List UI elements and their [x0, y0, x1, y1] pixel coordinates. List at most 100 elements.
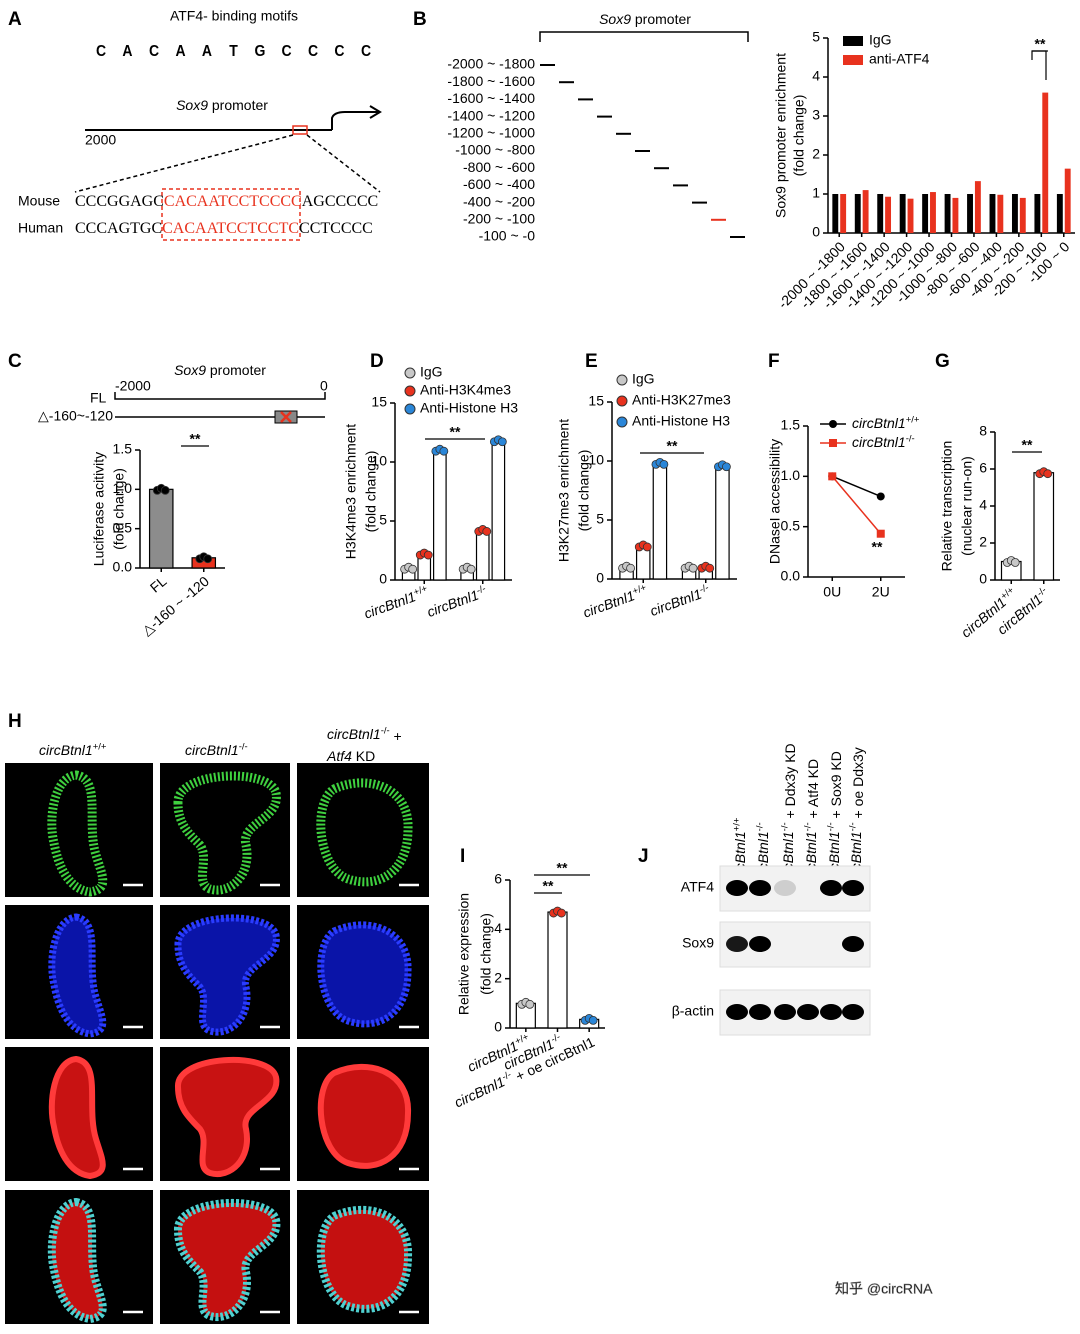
bar	[715, 465, 730, 580]
bar	[840, 194, 847, 233]
seq-right: AGCCCCC	[302, 193, 378, 210]
band	[774, 880, 796, 896]
y-tick-label: 1.0	[781, 467, 801, 483]
x-tick-label: 2U	[872, 584, 890, 600]
bar	[547, 911, 568, 1029]
y-tick-label: 0	[379, 571, 387, 587]
line	[831, 475, 882, 498]
column-header-sup: -/-	[239, 741, 248, 752]
x-tick-label-sup: -/-	[698, 582, 710, 595]
band	[842, 936, 864, 952]
x-tick-label-sup: +/+	[631, 582, 648, 597]
motif-letter: C	[281, 42, 291, 60]
lane-label-rest: + oe Ddx3y	[850, 747, 866, 822]
legend-label: IgG	[420, 364, 443, 380]
lane-label-sup: -/-	[802, 822, 813, 831]
bar	[877, 194, 884, 233]
construct-label: FL	[90, 390, 107, 406]
sequence: CCCAGTGCCACAATCCTCCTCCCTCCCC	[75, 220, 373, 237]
y-tick-label: 3	[812, 107, 820, 123]
lane-label-sup: -/-	[847, 822, 858, 831]
data-point	[588, 1015, 598, 1025]
band	[820, 1004, 842, 1020]
y-tick-label: 0.0	[781, 568, 801, 584]
y-tick-label: 0	[596, 570, 604, 586]
motif-letter: C	[96, 42, 106, 60]
y-axis-label: (fold change)	[478, 913, 494, 995]
legend-label: Anti-H3K27me3	[632, 392, 731, 408]
data-point	[439, 446, 449, 456]
zoom-line	[306, 134, 381, 193]
motif-letter: A	[122, 42, 132, 60]
data-point	[688, 563, 698, 573]
y-axis-label: Luciferase acitivity	[91, 452, 107, 566]
zoom-line	[74, 134, 294, 193]
sequence: CCCGGAGCCACAATCCTCCCCAGCCCCC	[75, 193, 378, 210]
band	[820, 880, 842, 896]
bar	[862, 190, 869, 233]
motif-letter: C	[149, 42, 159, 60]
construct-label: △-160~-120	[38, 408, 113, 424]
tissue	[174, 914, 280, 1036]
position-label: -2000	[115, 378, 151, 394]
legend-label: IgG	[869, 32, 892, 48]
panel-label: H	[8, 711, 22, 732]
seq-left: CCCAGTGC	[75, 220, 162, 237]
seq-right: CCTCCCC	[299, 220, 373, 237]
band	[797, 1004, 819, 1020]
tissue	[317, 1063, 412, 1169]
column-header-sup: +/+	[93, 741, 107, 752]
motif-letter: G	[255, 42, 266, 60]
data-point	[466, 564, 476, 574]
y-tick-label: 1.5	[113, 441, 133, 457]
data-point	[160, 485, 170, 495]
promoter-bracket	[539, 31, 749, 42]
y-tick-label: 15	[588, 393, 604, 409]
bar	[1033, 472, 1055, 581]
y-tick-label: 2	[494, 969, 502, 985]
x-tick-label-sup: -/-	[549, 1031, 562, 1045]
legend-label: anti-ATF4	[869, 51, 930, 67]
y-axis-label: H3K27me3 enrichment	[556, 419, 572, 562]
bar	[1064, 168, 1071, 233]
lane-label: circBtnl1-/- + Sox9 KD	[825, 751, 843, 885]
y-tick-label: 1.5	[781, 417, 801, 433]
legend-swatch	[616, 395, 628, 407]
promoter-label-gene: Sox9	[176, 97, 208, 113]
bar	[922, 194, 929, 233]
data-point	[557, 908, 566, 918]
y-tick-label: 4	[979, 497, 987, 513]
species-label: Mouse	[18, 193, 60, 209]
bar	[491, 440, 506, 581]
legend-swatch	[616, 416, 628, 428]
blot-label: β-actin	[672, 1003, 714, 1019]
y-tick-label: 1	[812, 185, 820, 201]
data-point	[722, 462, 731, 472]
data-point	[659, 459, 669, 469]
column-header: circBtnl1-/-	[185, 741, 248, 757]
marker	[876, 492, 885, 501]
band	[842, 1004, 864, 1020]
promoter-label-rest: promoter	[208, 97, 268, 113]
y-tick-label: 4	[494, 920, 502, 936]
fragment-label: -600 ~ -400	[463, 176, 535, 192]
site-box	[161, 188, 301, 241]
tissue	[48, 913, 107, 1038]
fragment-label: -1800 ~ -1600	[447, 73, 535, 89]
promoter-label: Sox9 promoter	[174, 362, 266, 378]
data-point	[525, 999, 535, 1009]
legend-label-sup: -/-	[906, 433, 915, 444]
y-tick-label: 0	[812, 224, 820, 240]
tissue	[317, 921, 412, 1028]
fl-line	[114, 392, 326, 400]
promoter-label-gene: Sox9	[599, 11, 631, 27]
bar	[1011, 194, 1018, 233]
lane-label-rest: + Sox9 KD	[828, 751, 844, 822]
significance: **	[190, 431, 201, 447]
legend-swatch	[404, 385, 416, 397]
significance: **	[1035, 36, 1046, 52]
data-point	[626, 563, 635, 573]
bar	[967, 194, 973, 233]
y-axis-label: (fold change)	[363, 451, 379, 533]
tissue	[47, 1197, 107, 1324]
